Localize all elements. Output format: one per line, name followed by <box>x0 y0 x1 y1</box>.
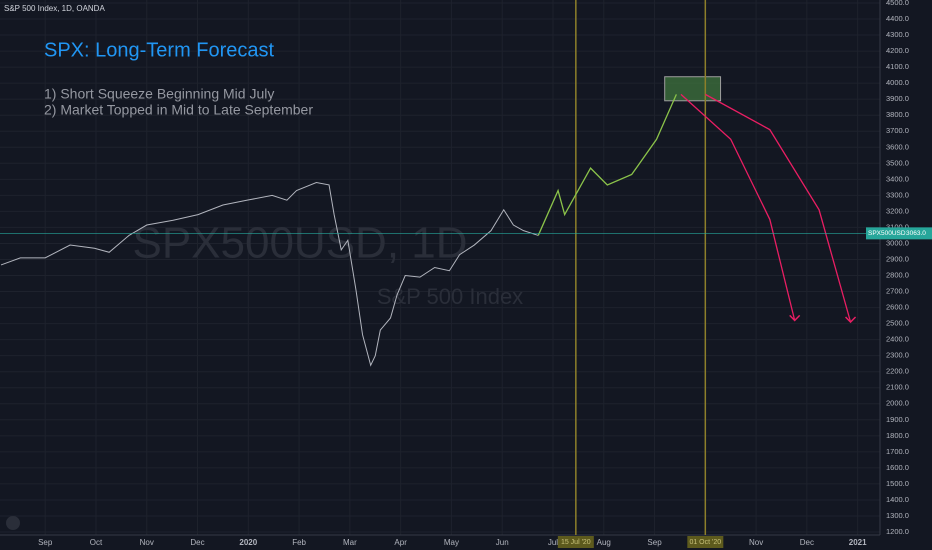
y-tick-label: 1200.0 <box>886 527 909 536</box>
x-tick-label: Jul <box>548 538 558 547</box>
y-tick-label: 2700.0 <box>886 287 909 296</box>
last-price-label: 3063.0 <box>906 230 926 237</box>
y-tick-label: 2900.0 <box>886 254 909 263</box>
last-price-name: SPX500USD <box>868 230 906 237</box>
y-tick-label: 3300.0 <box>886 190 909 199</box>
series-line <box>0 182 539 367</box>
y-tick-label: 1500.0 <box>886 479 909 488</box>
x-tick-label: Jun <box>496 538 509 547</box>
y-tick-label: 4200.0 <box>886 46 909 55</box>
event-label: 15 Jul '20 <box>561 539 591 546</box>
x-tick-label: Feb <box>292 538 306 547</box>
price-axis <box>880 0 932 550</box>
x-tick-label: Aug <box>597 538 611 547</box>
x-tick-label: 2021 <box>849 538 867 547</box>
y-tick-label: 3700.0 <box>886 126 909 135</box>
y-tick-label: 1600.0 <box>886 463 909 472</box>
event-label-bg <box>687 536 724 548</box>
y-tick-label: 1900.0 <box>886 415 909 424</box>
x-tick-label: Nov <box>140 538 154 547</box>
arrow-head <box>789 314 801 322</box>
title: SPX: Long-Term Forecast <box>44 39 275 61</box>
series-line <box>680 93 796 321</box>
y-tick-label: 2000.0 <box>886 399 909 408</box>
series-line <box>537 94 677 236</box>
x-tick-label: Oct <box>90 538 103 547</box>
y-tick-label: 1300.0 <box>886 511 909 520</box>
x-tick-label: Dec <box>190 538 204 547</box>
forecast-zone <box>664 76 722 102</box>
x-tick-label: May <box>444 538 459 547</box>
y-tick-label: 4300.0 <box>886 30 909 39</box>
watermark-sub: S&P 500 Index <box>377 284 523 309</box>
x-tick-label: Mar <box>343 538 357 547</box>
note: 1) Short Squeeze Beginning Mid July <box>44 86 274 102</box>
y-tick-label: 2500.0 <box>886 319 909 328</box>
y-tick-label: 2400.0 <box>886 335 909 344</box>
y-tick-label: 2600.0 <box>886 303 909 312</box>
x-tick-label: Sep <box>38 538 53 547</box>
y-tick-label: 3800.0 <box>886 110 909 119</box>
y-tick-label: 1400.0 <box>886 495 909 504</box>
y-tick-label: 4400.0 <box>886 14 909 23</box>
note: 2) Market Topped in Mid to Late Septembe… <box>44 102 313 118</box>
y-tick-label: 3500.0 <box>886 158 909 167</box>
y-tick-label: 4000.0 <box>886 78 909 87</box>
y-tick-label: 3100.0 <box>886 222 909 231</box>
y-tick-label: 3200.0 <box>886 206 909 215</box>
y-tick-label: 3400.0 <box>886 174 909 183</box>
x-tick-label: Nov <box>749 538 763 547</box>
series-line <box>705 93 852 323</box>
y-tick-label: 3900.0 <box>886 94 909 103</box>
y-tick-label: 4500.0 <box>886 0 909 7</box>
y-tick-label: 1700.0 <box>886 447 909 456</box>
y-tick-label: 2300.0 <box>886 351 909 360</box>
y-tick-label: 2200.0 <box>886 367 909 376</box>
y-tick-label: 2100.0 <box>886 383 909 392</box>
y-tick-label: 1800.0 <box>886 431 909 440</box>
event-label-bg <box>557 536 594 548</box>
watermark: SPX500USD, 1D <box>132 219 467 268</box>
last-price-bg <box>866 227 932 240</box>
event-label: 01 Oct '20 <box>689 539 721 546</box>
y-tick-label: 4100.0 <box>886 62 909 71</box>
y-tick-label: 3600.0 <box>886 142 909 151</box>
source: S&P 500 Index, 1D, OANDA <box>4 4 105 13</box>
x-tick-label: Dec <box>800 538 814 547</box>
x-tick-label: 2020 <box>239 538 257 547</box>
x-tick-label: Sep <box>647 538 662 547</box>
y-tick-label: 2800.0 <box>886 270 909 279</box>
logo-button[interactable] <box>6 516 20 530</box>
arrow-head <box>845 316 857 324</box>
y-tick-label: 3000.0 <box>886 238 909 247</box>
x-tick-label: Apr <box>394 538 407 547</box>
